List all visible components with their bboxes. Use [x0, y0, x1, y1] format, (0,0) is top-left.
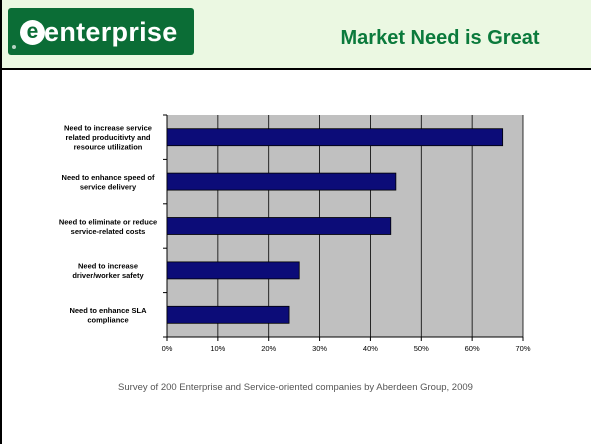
category-label-line: Need to eliminate or reduce	[59, 217, 157, 226]
logo-initial: e	[20, 20, 45, 45]
category-label-line: driver/worker safety	[72, 271, 144, 280]
category-label-line: resource utilization	[74, 143, 143, 152]
x-tick-label: 50%	[414, 344, 429, 353]
survey-caption: Survey of 200 Enterprise and Service-ori…	[118, 382, 473, 393]
category-label-line: compliance	[87, 316, 128, 325]
x-tick-label: 40%	[363, 344, 378, 353]
category-label: Need to eliminate or reduce service-relat…	[59, 217, 157, 236]
bar	[166, 305, 290, 324]
x-tick-label: 0%	[162, 344, 173, 353]
category-label-line: Need to enhance SLA	[69, 306, 147, 315]
slide-left-border	[0, 0, 2, 444]
enterprise-logo: e enterprise	[8, 8, 194, 55]
x-tick-label: 10%	[210, 344, 225, 353]
bar	[166, 172, 397, 191]
header-divider	[0, 68, 591, 70]
logo-wordmark: enterprise	[44, 17, 178, 47]
slide-title: Market Need is Great	[340, 27, 540, 49]
x-tick-label: 70%	[515, 344, 530, 353]
category-label: Need to increase driver/worker safety	[72, 262, 144, 281]
category-label-line: Need to enhance speed of	[62, 173, 155, 182]
x-tick-label: 30%	[312, 344, 327, 353]
category-label-line: service delivery	[80, 182, 137, 191]
bar	[166, 261, 300, 280]
category-label: Need to increase service related producit…	[64, 124, 152, 152]
category-label-line: Need to increase service	[64, 124, 152, 133]
logo-registered-mark	[12, 45, 16, 49]
bar	[166, 128, 504, 147]
category-label: Need to enhance SLA compliance	[69, 306, 147, 325]
x-tick-label: 60%	[465, 344, 480, 353]
category-label-line: related producitivty and	[65, 133, 150, 142]
category-label: Need to enhance speed of service delivery	[62, 173, 155, 192]
bar	[166, 217, 392, 235]
category-label-line: Need to increase	[78, 262, 138, 271]
x-tick-label: 20%	[261, 344, 276, 353]
category-label-line: service-related costs	[71, 227, 146, 236]
